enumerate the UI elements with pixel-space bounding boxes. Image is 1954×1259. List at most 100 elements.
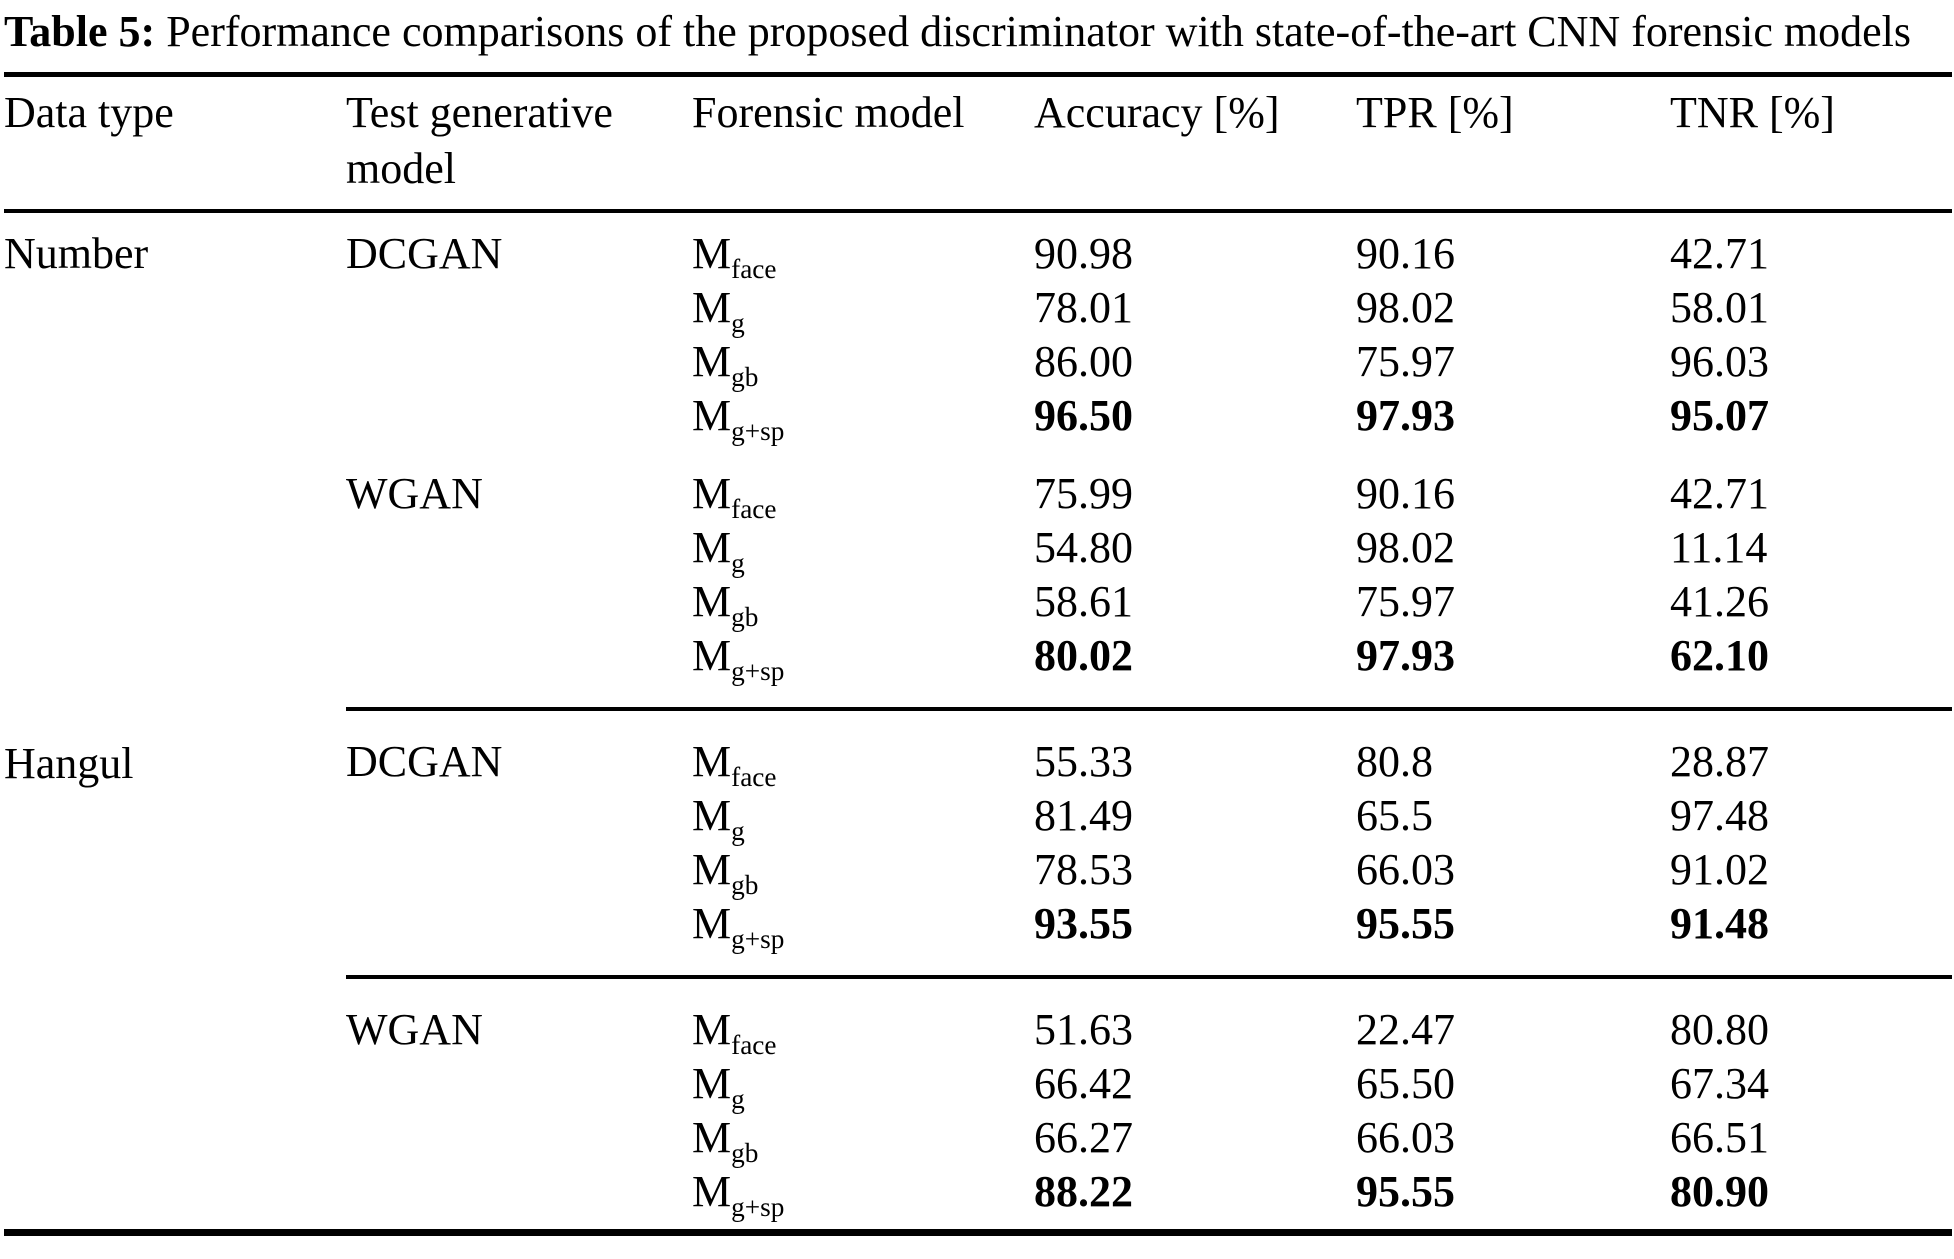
table-row: Mgb 58.61 75.97 41.26 [4, 575, 1952, 630]
cell-tpr: 90.16 [1356, 469, 1455, 518]
table-row: Mg+sp 96.50 97.93 95.07 [4, 389, 1952, 467]
forensic-model-subscript: g+sp [731, 415, 785, 446]
cell-forensic-model: Mface [692, 467, 1034, 524]
cell-forensic-model: Mg+sp [692, 1165, 1034, 1233]
cell-tnr: 97.48 [1670, 791, 1769, 840]
table-caption-text: Performance comparisons of the proposed … [166, 7, 1912, 56]
forensic-model-base: M [692, 1059, 732, 1108]
forensic-model-base: M [692, 469, 732, 518]
cell-tpr: 90.16 [1356, 229, 1455, 278]
cell-accuracy: 88.22 [1034, 1167, 1133, 1216]
forensic-model-subscript: face [731, 493, 777, 524]
cell-tnr: 96.03 [1670, 337, 1769, 386]
forensic-model-base: M [692, 631, 732, 680]
cell-tnr: 67.34 [1670, 1059, 1769, 1108]
cell-tnr: 80.80 [1670, 975, 1952, 1057]
forensic-model-base: M [692, 523, 732, 572]
cell-tnr: 11.14 [1670, 523, 1768, 572]
cell-tpr: 75.97 [1356, 337, 1455, 386]
table-row: Mg+sp 80.02 97.93 62.10 [4, 629, 1952, 709]
forensic-model-subscript: gb [731, 361, 759, 392]
cell-forensic-model: Mg+sp [692, 389, 1034, 467]
cell-generative-model: DCGAN [346, 707, 692, 977]
table-row: Mgb 66.27 66.03 66.51 [4, 1111, 1952, 1168]
cell-tnr: 42.71 [1670, 469, 1769, 518]
cell-forensic-model: Mg [692, 281, 1034, 336]
forensic-model-subscript: g+sp [731, 655, 785, 686]
forensic-model-subscript: face [731, 253, 777, 284]
table-row: Mg 81.49 65.5 97.48 [4, 789, 1952, 846]
cell-generative-model: DCGAN [346, 229, 503, 278]
cell-forensic-model: Mface [692, 975, 1034, 1058]
table-row: WGAN Mface 75.99 90.16 42.71 [4, 467, 1952, 524]
forensic-model-base: M [692, 791, 732, 840]
cell-forensic-model: Mg [692, 1057, 1034, 1112]
forensic-model-subscript: g [731, 547, 745, 578]
forensic-model-base: M [692, 899, 732, 948]
forensic-model-base: M [692, 229, 732, 278]
column-header-5: TPR [%] [1356, 74, 1670, 213]
forensic-model-base: M [692, 337, 732, 386]
cell-tpr: 65.5 [1356, 791, 1433, 840]
cell-accuracy: 78.53 [1034, 845, 1133, 894]
forensic-model-subscript: g+sp [731, 923, 785, 954]
cell-tnr: 91.48 [1670, 899, 1769, 948]
cell-accuracy: 93.55 [1034, 899, 1133, 948]
table-row: Hangul DCGAN Mface 55.33 80.8 28.87 [4, 707, 1952, 977]
table-row: Mg 78.01 98.02 58.01 [4, 281, 1952, 336]
cell-forensic-model: Mg+sp [692, 629, 1034, 709]
cell-tpr: 98.02 [1356, 523, 1455, 572]
cell-accuracy: 66.42 [1034, 1059, 1133, 1108]
cell-tpr: 95.55 [1356, 1167, 1455, 1216]
table-row: Mgb 78.53 66.03 91.02 [4, 843, 1952, 900]
cell-tpr: 80.8 [1356, 707, 1670, 789]
results-table: Data type Test generative model Forensic m… [4, 72, 1952, 1236]
cell-tnr: 58.01 [1670, 283, 1769, 332]
column-header-3: Forensic model [692, 74, 1034, 213]
cell-tpr: 95.55 [1356, 899, 1455, 948]
cell-tpr: 66.03 [1356, 1113, 1455, 1162]
cell-generative-model: WGAN [346, 975, 692, 1233]
column-header-6: TNR [%] [1670, 74, 1952, 213]
cell-tpr: 22.47 [1356, 975, 1670, 1057]
forensic-model-base: M [692, 845, 732, 894]
forensic-model-subscript: gb [731, 869, 759, 900]
forensic-model-base: M [692, 1167, 732, 1216]
cell-accuracy: 80.02 [1034, 631, 1133, 680]
table-row: Mgb 86.00 75.97 96.03 [4, 335, 1952, 392]
forensic-model-base: M [692, 1005, 732, 1054]
cell-accuracy: 54.80 [1034, 523, 1133, 572]
cell-accuracy: 66.27 [1034, 1113, 1133, 1162]
table-caption: Table 5: Performance comparisons of the … [4, 6, 1952, 58]
cell-tnr: 41.26 [1670, 577, 1769, 626]
column-header-1: Data type [4, 74, 346, 213]
header-row: Data type Test generative model Forensic m… [4, 74, 1952, 213]
cell-accuracy: 58.61 [1034, 577, 1133, 626]
cell-tpr: 66.03 [1356, 845, 1455, 894]
table-body: Number DCGAN Mface 90.98 90.16 42.71 Mg 78.01 98… [4, 211, 1952, 1233]
table-row: Number DCGAN Mface 90.98 90.16 42.71 [4, 211, 1952, 284]
cell-accuracy: 96.50 [1034, 391, 1133, 440]
cell-tpr: 97.93 [1356, 631, 1455, 680]
cell-forensic-model: Mgb [692, 843, 1034, 900]
cell-tnr: 42.71 [1670, 229, 1769, 278]
forensic-model-base: M [692, 391, 732, 440]
cell-forensic-model: Mg [692, 521, 1034, 578]
cell-accuracy: 75.99 [1034, 469, 1133, 518]
cell-accuracy: 86.00 [1034, 337, 1133, 386]
table-row: Mg+sp 88.22 95.55 80.90 [4, 1165, 1952, 1233]
table-row: Mg 66.42 65.50 67.34 [4, 1057, 1952, 1112]
cell-forensic-model: Mface [692, 707, 1034, 792]
forensic-model-subscript: gb [731, 1137, 759, 1168]
cell-forensic-model: Mg [692, 789, 1034, 846]
cell-tnr: 91.02 [1670, 845, 1769, 894]
cell-accuracy: 90.98 [1034, 229, 1133, 278]
forensic-model-subscript: face [731, 761, 777, 792]
table-row: WGAN Mface 51.63 22.47 80.80 [4, 975, 1952, 1233]
forensic-model-subscript: g [731, 815, 745, 846]
cell-tpr: 75.97 [1356, 577, 1455, 626]
cell-tnr: 66.51 [1670, 1113, 1769, 1162]
cell-accuracy: 81.49 [1034, 791, 1133, 840]
cell-tpr: 65.50 [1356, 1059, 1455, 1108]
